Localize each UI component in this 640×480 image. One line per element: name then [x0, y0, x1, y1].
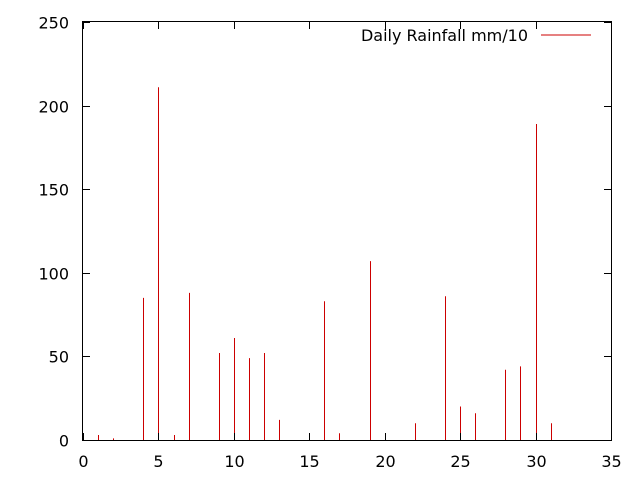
y-tick-label: 50 — [49, 348, 69, 367]
y-tick-label: 250 — [38, 14, 69, 33]
x-tick-label: 15 — [299, 452, 319, 471]
y-tick-label: 200 — [38, 98, 69, 117]
x-tick-labels: 0 5 10 15 20 25 30 35 — [78, 452, 621, 471]
x-tick-label: 0 — [78, 452, 88, 471]
x-tick-label: 25 — [450, 452, 470, 471]
ticks-group — [83, 22, 612, 441]
x-tick-label: 35 — [601, 452, 621, 471]
x-tick-label: 10 — [224, 452, 244, 471]
y-tick-label: 150 — [38, 181, 69, 200]
bars-group — [98, 87, 552, 440]
y-tick-label: 100 — [38, 265, 69, 284]
plot-frame — [82, 21, 612, 441]
x-tick-label: 5 — [153, 452, 163, 471]
x-tick-label: 30 — [526, 452, 546, 471]
y-tick-label: 0 — [59, 432, 69, 451]
legend: Daily Rainfall mm/10 — [361, 26, 591, 45]
y-tick-labels: 0 50 100 150 200 250 — [38, 14, 69, 451]
legend-label: Daily Rainfall mm/10 — [361, 26, 528, 45]
x-tick-label: 20 — [375, 452, 395, 471]
